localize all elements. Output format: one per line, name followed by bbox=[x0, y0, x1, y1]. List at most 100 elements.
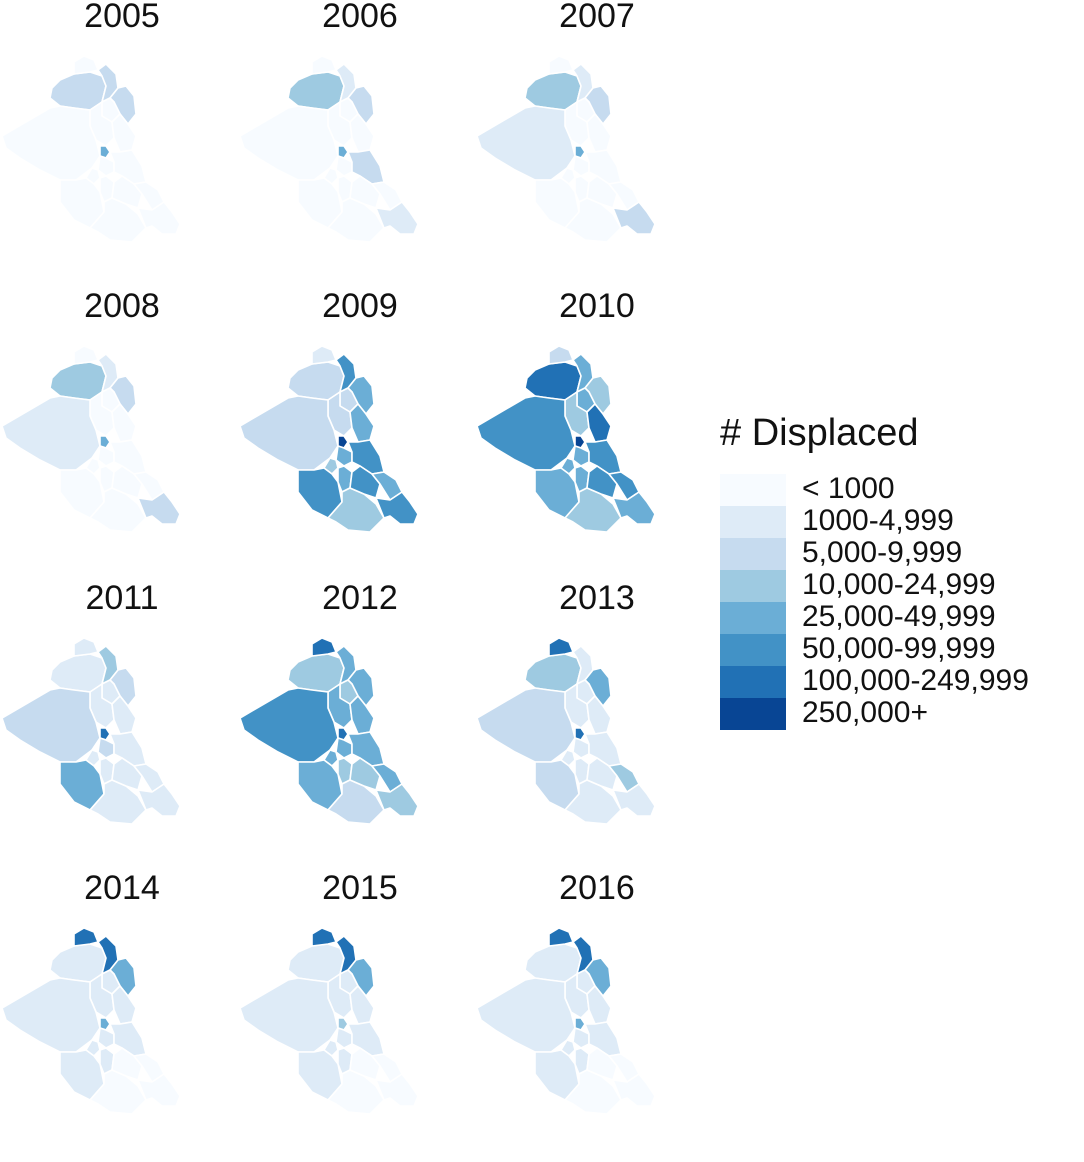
governorate-basra bbox=[612, 491, 656, 525]
governorate-basra bbox=[137, 1073, 181, 1107]
iraq-map-2009 bbox=[239, 345, 419, 533]
governorate-dhiqar bbox=[586, 757, 618, 791]
legend-swatch bbox=[720, 474, 786, 506]
legend-label: 100,000-249,999 bbox=[802, 664, 1029, 697]
iraq-map-2005 bbox=[1, 55, 181, 243]
legend-item: 1000-4,999 bbox=[720, 504, 1080, 538]
map-panel-2015: 2015 bbox=[239, 869, 480, 1162]
governorate-wasit bbox=[347, 149, 385, 185]
map-panel-2016: 2016 bbox=[476, 869, 717, 1162]
map-panel-2007: 2007 bbox=[476, 0, 717, 290]
governorate-baghdad bbox=[574, 727, 586, 741]
governorate-wasit bbox=[109, 149, 147, 185]
governorate-basra bbox=[137, 783, 181, 817]
governorate-duhok bbox=[311, 927, 337, 947]
legend-label: 5,000-9,999 bbox=[802, 536, 963, 569]
legend-title: # Displaced bbox=[720, 412, 919, 454]
legend-label: 50,000-99,999 bbox=[802, 632, 996, 665]
governorate-duhok bbox=[548, 345, 574, 365]
map-panel-2009: 2009 bbox=[239, 287, 480, 580]
iraq-map-2015 bbox=[239, 927, 419, 1115]
legend-label: 250,000+ bbox=[802, 696, 928, 729]
legend-label: 10,000-24,999 bbox=[802, 568, 996, 601]
governorate-wasit bbox=[109, 1021, 147, 1057]
map-panel-2011: 2011 bbox=[1, 579, 242, 872]
governorate-baghdad bbox=[337, 727, 349, 741]
governorate-anbar bbox=[476, 395, 576, 471]
governorate-anbar bbox=[239, 977, 339, 1053]
governorate-anbar bbox=[1, 395, 101, 471]
legend-item: 100,000-249,999 bbox=[720, 664, 1080, 698]
governorate-dhiqar bbox=[111, 175, 143, 209]
governorate-basra bbox=[375, 491, 419, 525]
governorate-wasit bbox=[109, 439, 147, 475]
map-panel-2012: 2012 bbox=[239, 579, 480, 872]
legend-label: 25,000-49,999 bbox=[802, 600, 996, 633]
panel-year-label: 2013 bbox=[559, 579, 635, 617]
governorate-basra bbox=[137, 201, 181, 235]
small-multiples-map-grid: 2005 2006 2007 2008 2009 2010 2011 2012 2013 2014… bbox=[1, 0, 717, 1115]
governorate-babil bbox=[335, 737, 353, 759]
panel-year-label: 2011 bbox=[85, 579, 159, 617]
legend-item: 50,000-99,999 bbox=[720, 632, 1080, 666]
governorate-basra bbox=[375, 783, 419, 817]
map-panel-2008: 2008 bbox=[1, 287, 242, 580]
governorate-anbar bbox=[239, 395, 339, 471]
governorate-duhok bbox=[73, 345, 99, 365]
governorate-anbar bbox=[476, 977, 576, 1053]
governorate-anbar bbox=[476, 687, 576, 763]
governorate-babil bbox=[335, 155, 353, 177]
iraq-map-2006 bbox=[239, 55, 419, 243]
governorate-diyala bbox=[111, 113, 137, 153]
governorate-basra bbox=[612, 1073, 656, 1107]
governorate-babil bbox=[97, 737, 115, 759]
governorate-basra bbox=[612, 201, 656, 235]
legend-swatch bbox=[720, 666, 786, 698]
map-panel-2010: 2010 bbox=[476, 287, 717, 580]
governorate-babil bbox=[572, 445, 590, 467]
governorate-baghdad bbox=[99, 1017, 111, 1031]
governorate-duhok bbox=[548, 55, 574, 75]
governorate-duhok bbox=[311, 637, 337, 657]
governorate-wasit bbox=[347, 1021, 385, 1057]
legend-swatch bbox=[720, 506, 786, 538]
governorate-babil bbox=[97, 445, 115, 467]
governorate-dhiqar bbox=[586, 465, 618, 499]
governorate-diyala bbox=[111, 695, 137, 735]
governorate-diyala bbox=[349, 985, 375, 1025]
governorate-basra bbox=[612, 783, 656, 817]
governorate-dhiqar bbox=[349, 757, 381, 791]
governorate-anbar bbox=[1, 687, 101, 763]
governorate-duhok bbox=[548, 637, 574, 657]
governorate-baghdad bbox=[99, 435, 111, 449]
governorate-duhok bbox=[548, 927, 574, 947]
governorate-basra bbox=[375, 1073, 419, 1107]
governorate-dhiqar bbox=[349, 1047, 381, 1081]
iraq-map-2007 bbox=[476, 55, 656, 243]
iraq-map-2014 bbox=[1, 927, 181, 1115]
governorate-dhiqar bbox=[349, 175, 381, 209]
iraq-map-2010 bbox=[476, 345, 656, 533]
legend-item: 25,000-49,999 bbox=[720, 600, 1080, 634]
iraq-map-2008 bbox=[1, 345, 181, 533]
iraq-map-2016 bbox=[476, 927, 656, 1115]
legend-swatch bbox=[720, 538, 786, 570]
legend-label: 1000-4,999 bbox=[802, 504, 954, 537]
legend-swatch bbox=[720, 602, 786, 634]
iraq-map-2012 bbox=[239, 637, 419, 825]
governorate-anbar bbox=[1, 105, 101, 181]
governorate-anbar bbox=[476, 105, 576, 181]
governorate-dhiqar bbox=[586, 175, 618, 209]
legend-item: 250,000+ bbox=[720, 696, 1080, 730]
governorate-wasit bbox=[584, 1021, 622, 1057]
governorate-anbar bbox=[239, 687, 339, 763]
legend-item: 5,000-9,999 bbox=[720, 536, 1080, 570]
panel-year-label: 2008 bbox=[84, 287, 160, 325]
panel-year-label: 2012 bbox=[322, 579, 398, 617]
legend-swatch bbox=[720, 634, 786, 666]
governorate-diyala bbox=[349, 695, 375, 735]
governorate-baghdad bbox=[574, 1017, 586, 1031]
map-panel-2005: 2005 bbox=[1, 0, 242, 290]
governorate-anbar bbox=[1, 977, 101, 1053]
panel-year-label: 2006 bbox=[322, 0, 398, 35]
